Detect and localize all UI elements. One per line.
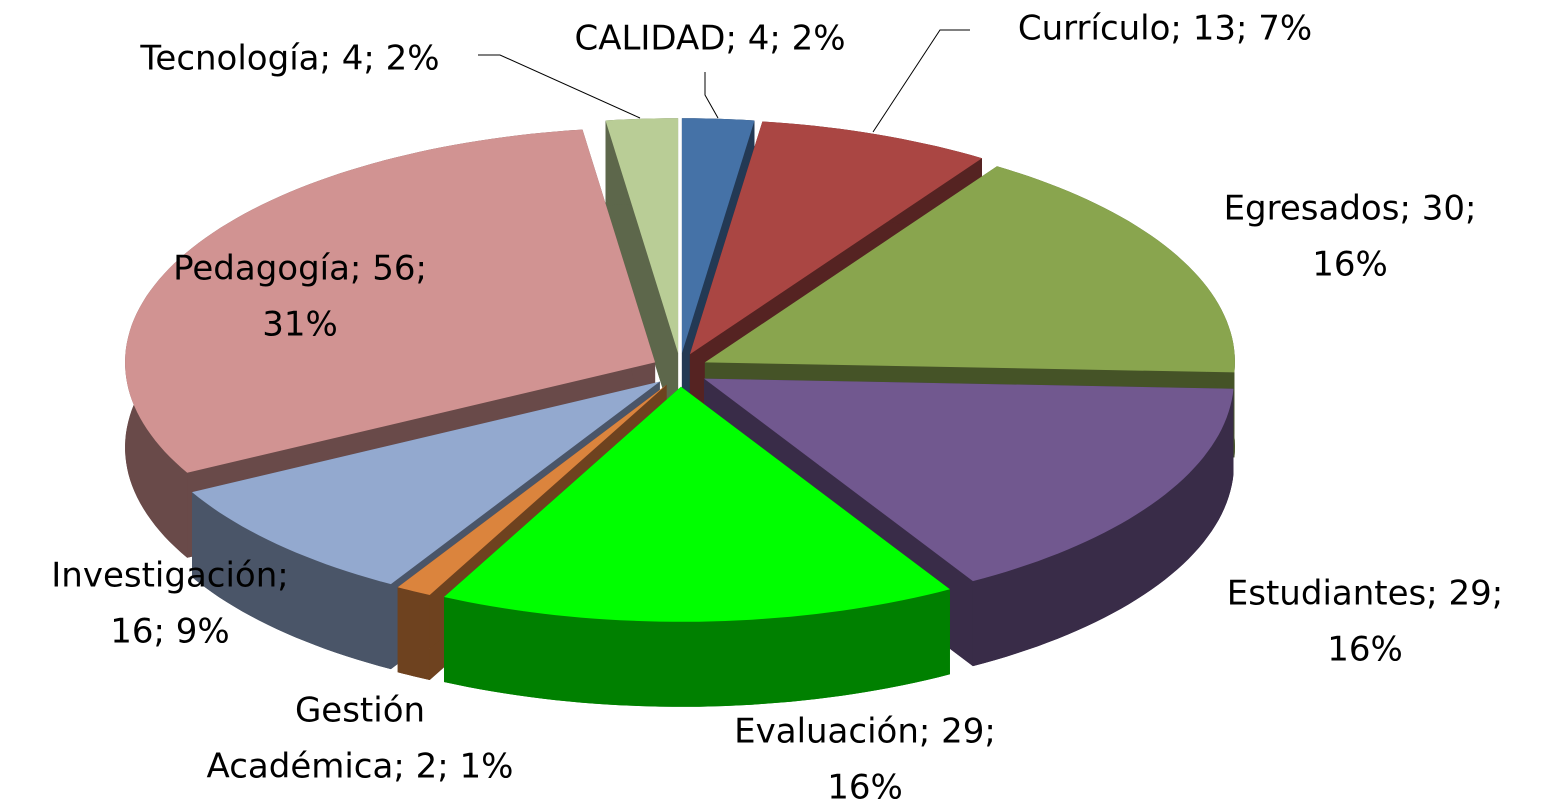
leader-line bbox=[872, 29, 970, 133]
data-label: Estudiantes; 29; bbox=[1227, 574, 1503, 614]
data-label: 16% bbox=[1312, 245, 1388, 285]
data-label: Evaluación; 29; bbox=[734, 712, 996, 752]
slice-top bbox=[689, 121, 982, 355]
slice-top bbox=[397, 384, 667, 595]
data-label: Investigación; bbox=[51, 556, 288, 596]
data-label: 31% bbox=[262, 305, 338, 345]
slice bbox=[444, 386, 950, 707]
data-label: Gestión bbox=[295, 691, 425, 731]
slice-wall bbox=[444, 589, 950, 707]
data-label: 16% bbox=[1327, 630, 1403, 670]
data-label: Egresados; 30; bbox=[1224, 189, 1477, 229]
slice-top bbox=[681, 118, 755, 354]
data-label: Pedagogía; 56; bbox=[173, 249, 427, 289]
data-label: Académica; 2; 1% bbox=[207, 747, 514, 787]
slice-wall bbox=[192, 492, 391, 670]
data-label: 16% bbox=[827, 768, 903, 802]
leader-line bbox=[478, 54, 641, 119]
slice-top bbox=[704, 378, 1234, 582]
slice-top bbox=[605, 118, 679, 354]
slice-wall bbox=[397, 587, 430, 680]
data-label: Tecnología; 4; 2% bbox=[139, 39, 439, 79]
leader-line bbox=[704, 72, 719, 119]
data-label: Currículo; 13; 7% bbox=[1018, 9, 1312, 49]
slice-top bbox=[192, 381, 660, 585]
data-label: 16; 9% bbox=[110, 612, 229, 652]
slice-wall bbox=[972, 388, 1234, 667]
slice-top bbox=[125, 129, 656, 473]
data-label: CALIDAD; 4; 2% bbox=[574, 19, 845, 59]
slice-top bbox=[704, 166, 1235, 373]
slice-top bbox=[444, 386, 950, 622]
